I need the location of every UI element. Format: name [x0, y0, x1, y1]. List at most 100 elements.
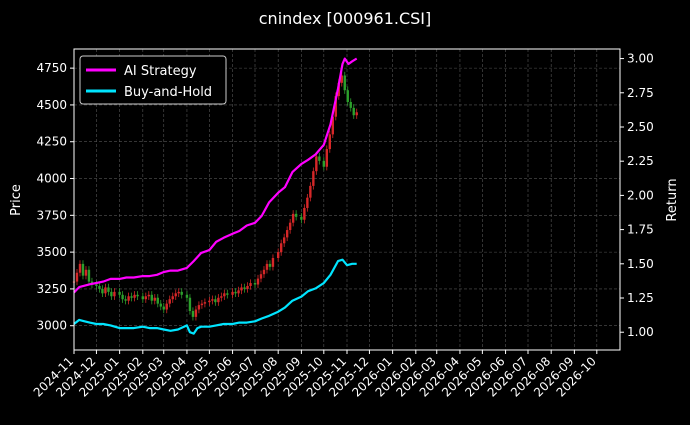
y-left-tick-label: 4500: [36, 98, 67, 112]
candle-body: [136, 294, 139, 297]
candle-body: [153, 297, 156, 301]
candle-body: [159, 303, 162, 307]
candle-body: [156, 297, 159, 304]
candle-body: [81, 263, 85, 276]
candle-body: [291, 213, 295, 223]
legend-label-buy-and-hold: Buy-and-Hold: [124, 85, 212, 100]
candle-body: [110, 291, 113, 297]
y-left-tick-label: 3250: [36, 282, 67, 296]
candle-body: [262, 269, 266, 275]
candle-body: [165, 303, 168, 310]
candle-body: [107, 287, 110, 292]
candle-body: [185, 294, 189, 298]
y-axis-left-label: Price: [9, 184, 24, 216]
candle-body: [349, 101, 352, 108]
y-left-tick-label: 4750: [36, 61, 67, 75]
y-right-tick-label: 2.50: [627, 120, 654, 134]
chart-title: cnindex [000961.CSI]: [259, 9, 432, 28]
candle-body: [174, 293, 177, 297]
candle-body: [265, 263, 269, 270]
candle-body: [279, 243, 283, 253]
candle-body: [340, 75, 343, 83]
candle-body: [282, 237, 286, 244]
candle-body: [191, 310, 195, 317]
candle-body: [259, 274, 263, 279]
candle-body: [98, 285, 101, 289]
candle-body: [133, 294, 136, 298]
candle-body: [303, 207, 306, 220]
candle-body: [75, 272, 79, 282]
candle-body: [231, 291, 234, 295]
candle-body: [322, 160, 326, 167]
candle-body: [271, 258, 275, 267]
candle-body: [180, 291, 183, 295]
candle-body: [141, 296, 145, 300]
candle-body: [343, 75, 346, 91]
candle-body: [352, 107, 355, 116]
candle-body: [243, 287, 246, 289]
candle-body: [249, 283, 252, 286]
y-left-tick-label: 3000: [36, 319, 67, 333]
y-left-tick-label: 3500: [36, 245, 67, 259]
candle-body: [95, 284, 98, 286]
series-line-buy-and-hold: [73, 258, 357, 335]
y-right-tick-label: 1.25: [627, 291, 654, 305]
candle-body: [127, 296, 130, 301]
candle-body: [318, 156, 321, 161]
candle-body: [78, 263, 82, 273]
candle-body: [118, 291, 121, 295]
candle-body: [256, 278, 260, 285]
candle-body: [246, 285, 249, 289]
candle-body: [328, 134, 331, 150]
candle-body: [150, 294, 153, 301]
candle-body: [203, 302, 207, 304]
candle-body: [208, 300, 211, 303]
y-right-tick-label: 2.00: [627, 188, 654, 202]
candle-body: [147, 294, 150, 297]
candle-body: [325, 149, 329, 167]
candle-body: [268, 263, 272, 267]
candle-body: [240, 287, 243, 291]
candle-body: [211, 299, 214, 301]
candle-body: [309, 185, 312, 198]
series-line-ai-strategy: [73, 57, 358, 294]
candle-body: [177, 291, 180, 294]
candle-body: [214, 299, 217, 303]
candle-body: [171, 296, 174, 300]
candle-body: [194, 309, 198, 317]
candle-body: [306, 197, 309, 208]
legend-label-ai-strategy: AI Strategy: [124, 64, 197, 79]
candle-body: [294, 213, 298, 217]
candle-body: [130, 296, 133, 298]
y-right-tick-label: 1.50: [627, 257, 654, 271]
candle-body: [285, 230, 289, 238]
candle-body: [288, 222, 292, 231]
y-left-tick-label: 4000: [36, 172, 67, 186]
y-left-tick-label: 3750: [36, 208, 67, 222]
candle-body: [188, 297, 192, 311]
candle-body: [312, 171, 315, 186]
candle-body: [121, 294, 124, 300]
candle-body: [334, 96, 337, 117]
y-right-tick-label: 2.25: [627, 154, 654, 168]
candle-body: [315, 156, 318, 172]
candle-body: [104, 287, 107, 294]
candle-body: [223, 293, 226, 297]
y-axis-right-label: Return: [665, 178, 680, 221]
candle-body: [220, 296, 223, 298]
legend-box: [79, 55, 227, 105]
candle-body: [226, 293, 229, 295]
legend: AI Strategy Buy-and-Hold: [79, 55, 227, 105]
y-right-tick-label: 1.00: [627, 325, 654, 339]
candle-body: [162, 306, 165, 310]
y-right-tick-label: 2.75: [627, 86, 654, 100]
candle-body: [300, 216, 303, 220]
candle-body: [217, 297, 220, 303]
candle-body: [168, 299, 171, 304]
candle-body: [253, 283, 257, 285]
candle-body: [276, 252, 280, 259]
candle-layer: [72, 71, 358, 321]
candle-body: [346, 90, 349, 102]
